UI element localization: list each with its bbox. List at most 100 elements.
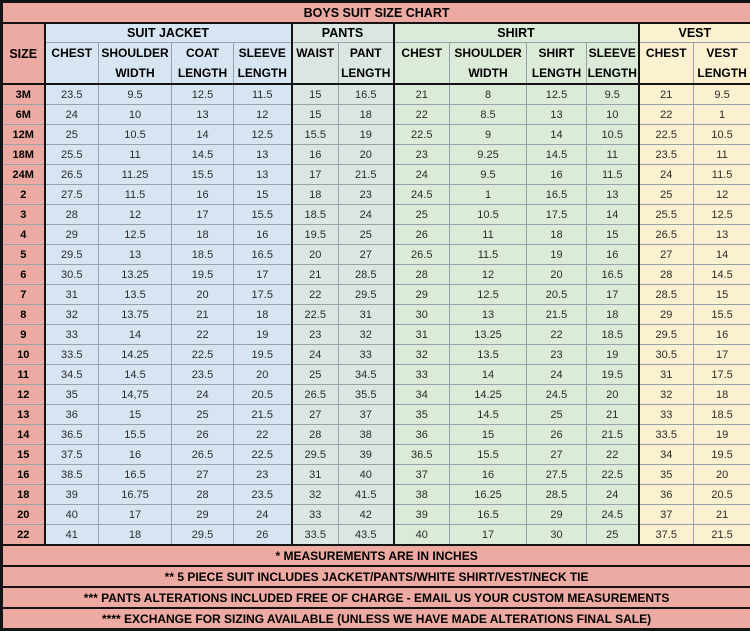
measurement-cell: 18	[172, 225, 234, 245]
measurement-cell: 15	[99, 405, 172, 425]
measurement-cell: 27	[292, 405, 339, 425]
measurement-cell: 19.5	[694, 445, 750, 465]
measurement-cell: 17	[292, 165, 339, 185]
measurement-cell: 29.5	[292, 445, 339, 465]
measurement-cell: 18	[587, 305, 639, 325]
measurement-cell: 23.5	[639, 145, 694, 165]
measurement-cell: 22.5	[234, 445, 292, 465]
measurement-cell: 25	[587, 525, 639, 546]
measurement-cell: 15	[292, 84, 339, 105]
measurement-cell: 29	[639, 305, 694, 325]
measurement-cell: 18	[339, 105, 394, 125]
footnote-exchange-policy: **** EXCHANGE FOR SIZING AVAILABLE (UNLE…	[2, 608, 750, 630]
measurement-cell: 28	[172, 485, 234, 505]
section-header-suit-jacket: SUIT JACKET	[45, 23, 292, 43]
measurement-cell: 28	[292, 425, 339, 445]
column-header-line2: WIDTH	[450, 63, 526, 83]
measurement-cell: 14,75	[99, 385, 172, 405]
measurement-cell: 16	[292, 145, 339, 165]
measurement-cell: 14.5	[694, 265, 750, 285]
measurement-cell: 29	[172, 505, 234, 525]
measurement-cell: 20	[339, 145, 394, 165]
measurement-cell: 22	[394, 105, 450, 125]
measurement-cell: 25	[172, 405, 234, 425]
measurement-cell: 20.5	[234, 385, 292, 405]
measurement-cell: 18	[527, 225, 587, 245]
measurement-cell: 18	[99, 525, 172, 546]
measurement-cell: 18.5	[694, 405, 750, 425]
measurement-cell: 16.5	[527, 185, 587, 205]
measurement-cell: 19	[694, 425, 750, 445]
measurement-cell: 13.25	[99, 265, 172, 285]
measurement-cell: 19	[234, 325, 292, 345]
column-header-line1: VEST	[694, 43, 750, 63]
measurement-cell: 14.5	[99, 365, 172, 385]
column-header-waist: WAIST	[292, 43, 339, 85]
measurement-cell: 29	[394, 285, 450, 305]
measurement-cell: 35	[639, 465, 694, 485]
measurement-cell: 41.5	[339, 485, 394, 505]
measurement-cell: 36.5	[394, 445, 450, 465]
measurement-cell: 32	[292, 485, 339, 505]
measurement-cell: 26	[172, 425, 234, 445]
measurement-cell: 35	[394, 405, 450, 425]
measurement-cell: 21.5	[587, 425, 639, 445]
measurement-cell: 40	[45, 505, 99, 525]
section-header-row: SIZE SUIT JACKET PANTS SHIRT VEST	[2, 23, 750, 43]
measurement-cell: 29.5	[172, 525, 234, 546]
measurement-cell: 17	[172, 205, 234, 225]
measurement-cell: 27	[339, 245, 394, 265]
column-header-chest: CHEST	[639, 43, 694, 85]
measurement-cell: 12.5	[99, 225, 172, 245]
section-header-shirt: SHIRT	[394, 23, 639, 43]
measurement-cell: 30	[527, 525, 587, 546]
measurement-cell: 16	[99, 445, 172, 465]
measurement-cell: 24	[587, 485, 639, 505]
measurement-cell: 12	[694, 185, 750, 205]
measurement-cell: 37.5	[45, 445, 99, 465]
measurement-cell: 18	[292, 185, 339, 205]
column-header-line2: LENGTH	[694, 63, 750, 83]
measurement-cell: 13	[694, 225, 750, 245]
row-size-label: 2	[2, 185, 45, 205]
column-header-line2: LENGTH	[234, 63, 291, 83]
measurement-cell: 29	[45, 225, 99, 245]
measurement-cell: 16.25	[450, 485, 527, 505]
measurement-cell: 38	[339, 425, 394, 445]
measurement-cell: 25	[394, 205, 450, 225]
chart-title: BOYS SUIT SIZE CHART	[2, 2, 750, 24]
measurement-cell: 28	[394, 265, 450, 285]
measurement-cell: 15.5	[234, 205, 292, 225]
measurement-cell: 21	[587, 405, 639, 425]
measurement-cell: 25	[45, 125, 99, 145]
measurement-cell: 13	[99, 245, 172, 265]
measurement-cell: 19.5	[172, 265, 234, 285]
measurement-cell: 9.5	[99, 84, 172, 105]
measurement-cell: 10	[99, 105, 172, 125]
measurement-cell: 1	[694, 105, 750, 125]
measurement-cell: 28.5	[527, 485, 587, 505]
measurement-cell: 12.5	[694, 205, 750, 225]
column-header-line1: PANT	[339, 43, 393, 63]
measurement-cell: 9	[450, 125, 527, 145]
measurement-cell: 22.5	[172, 345, 234, 365]
measurement-cell: 15.5	[99, 425, 172, 445]
measurement-cell: 34	[639, 445, 694, 465]
measurement-cell: 21	[292, 265, 339, 285]
row-size-label: 6M	[2, 105, 45, 125]
measurement-cell: 10	[587, 105, 639, 125]
measurement-cell: 26	[527, 425, 587, 445]
title-row: BOYS SUIT SIZE CHART	[2, 2, 750, 24]
row-size-label: 22	[2, 525, 45, 546]
row-size-label: 5	[2, 245, 45, 265]
measurement-cell: 26	[234, 525, 292, 546]
measurement-cell: 12	[234, 105, 292, 125]
measurement-cell: 16	[234, 225, 292, 245]
measurement-cell: 16	[527, 165, 587, 185]
measurement-cell: 20	[292, 245, 339, 265]
